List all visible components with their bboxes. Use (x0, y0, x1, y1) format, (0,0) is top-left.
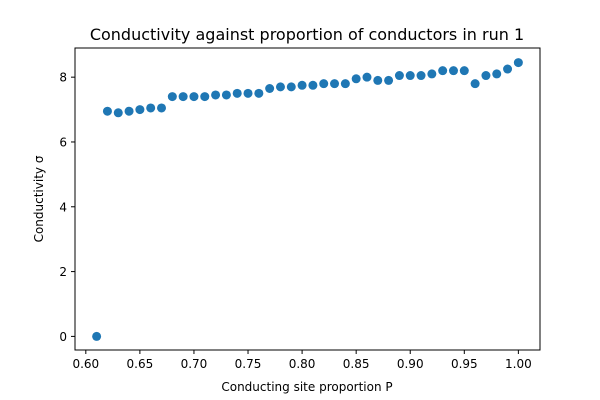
data-point (438, 66, 448, 76)
data-point (265, 84, 275, 93)
y-tick-label: 0 (59, 330, 67, 344)
data-point (503, 64, 513, 74)
data-point (492, 69, 502, 79)
x-tick-label: 0.70 (181, 357, 208, 371)
data-point (221, 90, 231, 100)
data-point (146, 103, 156, 113)
data-point (459, 66, 469, 76)
data-point (481, 71, 491, 81)
x-tick-label: 0.85 (343, 357, 370, 371)
plot-area (92, 58, 523, 341)
data-point (200, 92, 210, 102)
x-tick-label: 0.95 (451, 357, 478, 371)
data-point (330, 79, 340, 89)
data-point (308, 80, 318, 90)
y-tick-label: 2 (59, 265, 67, 279)
data-point (124, 106, 134, 116)
y-axis-label: Conductivity σ (32, 155, 46, 242)
data-point (513, 58, 523, 68)
data-point (189, 92, 199, 102)
data-point (275, 82, 285, 92)
data-point (394, 71, 404, 81)
x-axis: 0.60 0.65 0.70 0.75 0.80 0.85 0.90 0.95 1.00 (72, 350, 532, 371)
x-tick-label: 0.80 (289, 357, 316, 371)
chart-title: Conductivity against proportion of condu… (90, 25, 524, 44)
data-point (243, 88, 253, 98)
data-point (92, 331, 102, 341)
data-point (157, 103, 167, 113)
data-point (362, 72, 372, 82)
y-tick-label: 8 (59, 71, 67, 85)
data-point (340, 79, 350, 89)
data-point (286, 82, 296, 92)
y-tick-label: 4 (59, 200, 67, 214)
x-tick-label: 0.90 (397, 357, 424, 371)
data-point (405, 71, 415, 81)
data-point (211, 90, 221, 100)
x-tick-label: 1.00 (505, 357, 532, 371)
data-point (254, 88, 264, 98)
data-point (470, 79, 480, 89)
x-tick-label: 0.75 (235, 357, 262, 371)
data-point (178, 92, 188, 102)
x-axis-label: Conducting site proportion P (221, 380, 392, 394)
data-point (232, 88, 242, 98)
x-tick-label: 0.60 (72, 357, 99, 371)
data-point (167, 92, 177, 102)
x-tick-label: 0.65 (127, 357, 154, 371)
data-point (113, 108, 123, 118)
y-tick-label: 6 (59, 135, 67, 149)
data-point (448, 66, 458, 76)
y-axis: 0 2 4 6 8 (59, 71, 75, 344)
data-point (427, 69, 437, 79)
data-point (297, 80, 307, 90)
data-point (416, 71, 426, 81)
data-point (319, 79, 329, 89)
data-point (135, 105, 145, 115)
data-point (384, 75, 394, 85)
data-point (351, 74, 361, 84)
axes-frame (74, 47, 541, 351)
data-point (373, 75, 383, 85)
data-point (102, 106, 112, 116)
